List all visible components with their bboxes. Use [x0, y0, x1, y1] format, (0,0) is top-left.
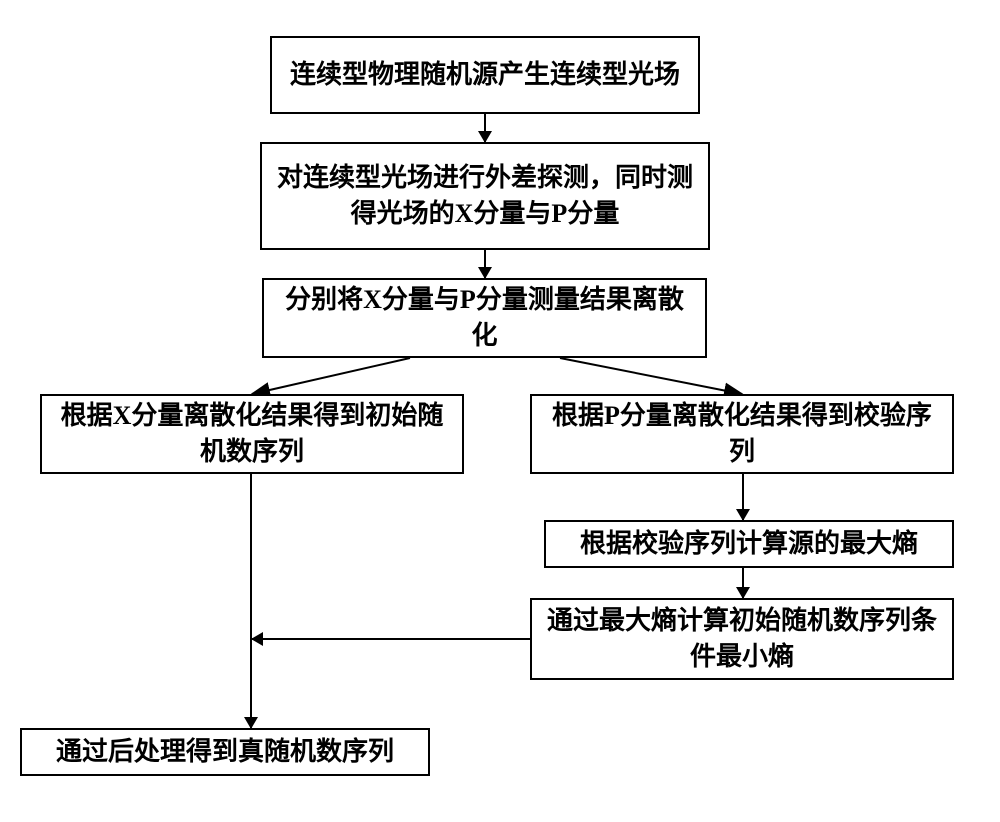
flowchart-box-4: 根据X分量离散化结果得到初始随机数序列 [40, 394, 464, 474]
flowchart-box-6-text: 根据校验序列计算源的最大熵 [580, 526, 918, 562]
flowchart-box-8-text: 通过后处理得到真随机数序列 [56, 734, 394, 770]
flowchart-box-2-text: 对连续型光场进行外差探测，同时测得光场的X分量与P分量 [274, 160, 696, 233]
flowchart-box-4-text: 根据X分量离散化结果得到初始随机数序列 [54, 398, 450, 471]
flowchart-box-3-text: 分别将X分量与P分量测量结果离散化 [276, 282, 693, 355]
line-4-down [250, 474, 252, 640]
flowchart-box-6: 根据校验序列计算源的最大熵 [544, 520, 954, 568]
flowchart-box-5-text: 根据P分量离散化结果得到校验序列 [544, 398, 940, 471]
flowchart-box-7-text: 通过最大熵计算初始随机数序列条件最小熵 [544, 603, 940, 676]
flowchart-box-5: 根据P分量离散化结果得到校验序列 [530, 394, 954, 474]
arrow-1-2 [484, 114, 486, 142]
arrow-7-left [252, 638, 530, 640]
arrow-2-3 [484, 250, 486, 278]
arrow-5-6 [742, 474, 744, 520]
flowchart-box-8: 通过后处理得到真随机数序列 [20, 728, 430, 776]
flowchart-box-1: 连续型物理随机源产生连续型光场 [270, 36, 700, 114]
arrow-6-7 [742, 568, 744, 598]
arrow-to-8 [250, 638, 252, 728]
flowchart-box-7: 通过最大熵计算初始随机数序列条件最小熵 [530, 598, 954, 680]
flowchart-box-1-text: 连续型物理随机源产生连续型光场 [290, 57, 680, 93]
flowchart-root: 连续型物理随机源产生连续型光场 对连续型光场进行外差探测，同时测得光场的X分量与… [0, 0, 1000, 822]
flowchart-box-3: 分别将X分量与P分量测量结果离散化 [262, 278, 707, 358]
flowchart-box-2: 对连续型光场进行外差探测，同时测得光场的X分量与P分量 [260, 142, 710, 250]
